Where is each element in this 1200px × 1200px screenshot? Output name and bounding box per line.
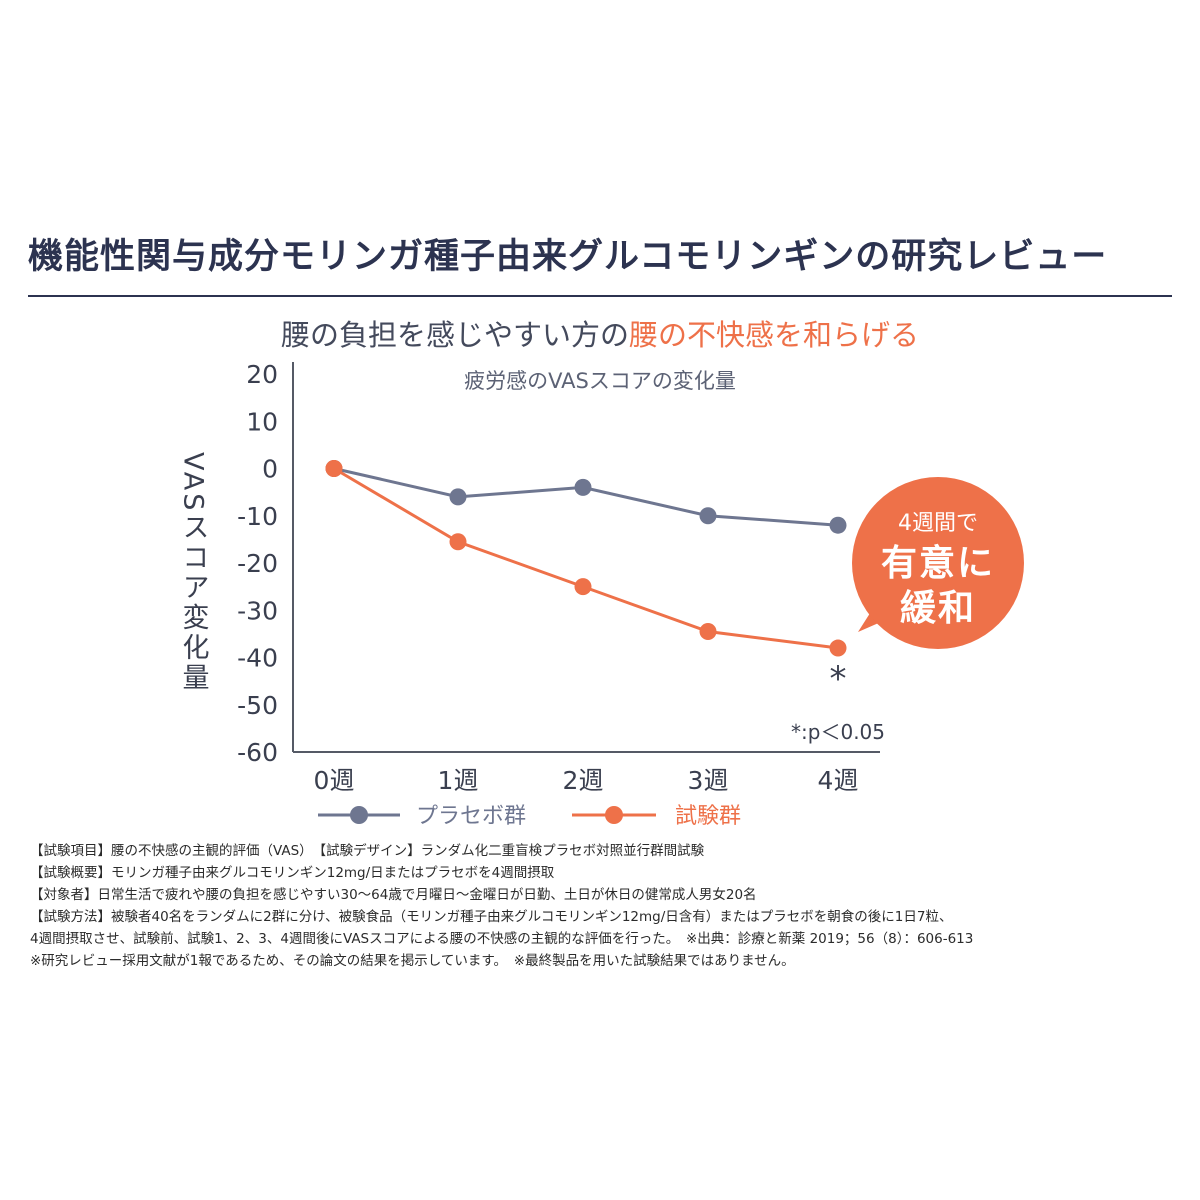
y-tick-label: -30 [237,596,278,625]
data-point [829,516,847,534]
chart-title: 疲労感のVASスコアの変化量 [464,369,736,393]
x-tick-label: 3週 [688,766,729,795]
data-point [449,533,467,551]
legend-swatch-dot [350,806,368,824]
callout-line-2: 有意に [881,543,995,584]
data-point [574,478,592,496]
y-tick-label: 20 [246,360,278,389]
callout-line-1: 4週間で [898,511,978,536]
y-axis-label: VASスコア変化量 [178,452,209,693]
x-tick-label: 0週 [314,766,355,795]
page-title: 機能性関与成分モリンガ種子由来グルコモリンギンの研究レビュー [28,237,1108,277]
legend-label: 試験群 [675,804,741,829]
data-point [449,488,467,506]
chart-subtitle: 腰の負担を感じやすい方の腰の不快感を和らげる [0,312,1200,354]
note-line: 【対象者】日常生活で疲れや腰の負担を感じやすい30〜64歳で月曜日〜金曜日が日勤… [30,887,757,903]
x-tick-label: 4週 [818,766,859,795]
y-tick-label: -40 [237,644,278,673]
study-notes: 【試験項目】腰の不快感の主観的評価（VAS） 【試験デザイン】ランダム化二重盲検… [30,840,1180,972]
note-line: ※研究レビュー採用文献が1報であるため、その論文の結果を掲示しています。 ※最終… [30,953,795,969]
x-tick-label: 1週 [438,766,479,795]
y-tick-label: -10 [237,502,278,531]
note-line: 【試験方法】被験者40名をランダムに2群に分け、被験食品（モリンガ種子由来グルコ… [30,909,953,925]
data-point [325,460,343,477]
legend-label: プラセボ群 [416,804,526,829]
significance-mark: * [830,659,847,699]
series-line-placebo [333,467,839,527]
subtitle-highlight: 腰の不快感を和らげる [629,318,920,352]
title-divider [28,295,1172,297]
y-tick-label: 0 [262,455,278,484]
note-line: 【試験概要】モリンガ種子由来グルコモリンギン12mg/日またはプラセボを4週間摂… [30,865,555,881]
y-tick-label: -50 [237,691,278,720]
legend-swatch-dot [605,806,623,824]
subtitle-prefix: 腰の負担を感じやすい方の [280,318,629,352]
significance-note: *:p＜0.05 [791,720,885,744]
data-point [829,639,847,657]
callout-line-3: 緩和 [900,588,976,629]
note-line: 【試験項目】腰の不快感の主観的評価（VAS） 【試験デザイン】ランダム化二重盲検… [30,843,705,859]
series-line-test [333,467,839,650]
note-line: 4週間摂取させ、試験前、試験1、2、3、4週間後にVASスコアによる腰の不快感の… [30,931,974,947]
callout-bubble [852,477,1024,649]
y-tick-label: 10 [246,407,278,436]
x-tick-label: 2週 [563,766,604,795]
y-tick-label: -20 [237,549,278,578]
data-point [699,623,717,641]
data-point [699,507,717,525]
y-tick-label: -60 [237,738,278,767]
data-point [574,578,592,596]
